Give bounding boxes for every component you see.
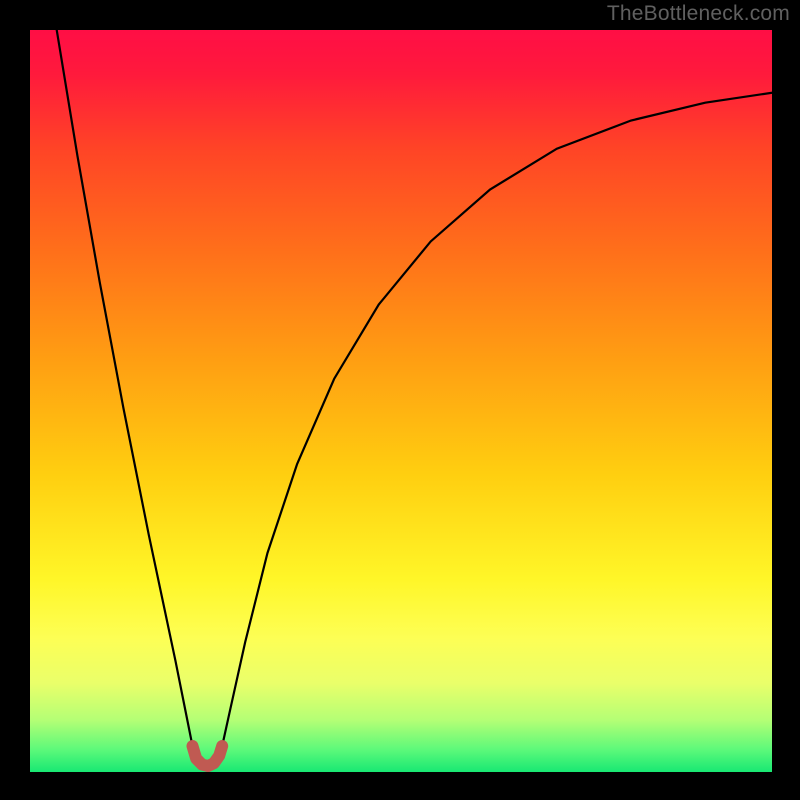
gradient-plot-area [30, 30, 772, 772]
watermark-text: TheBottleneck.com [607, 2, 790, 26]
chart-container: TheBottleneck.com [0, 0, 800, 800]
bottleneck-curve-chart [0, 0, 800, 800]
